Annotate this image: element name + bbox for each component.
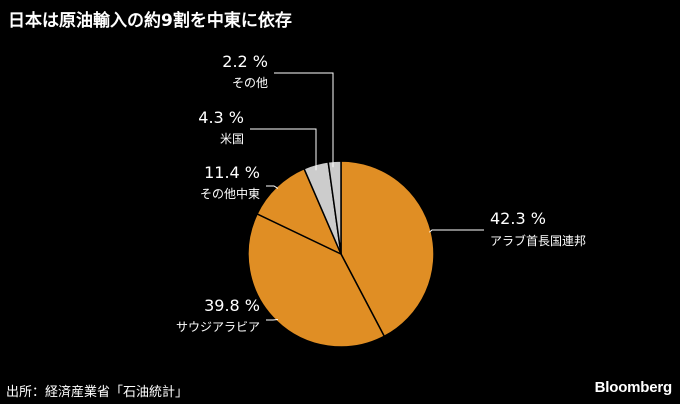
pie-slice [340, 160, 435, 338]
chart-title: 日本は原油輸入の約9割を中東に依存 [8, 11, 292, 31]
pie-slice [327, 160, 342, 255]
pie-slice [247, 212, 386, 348]
slice-value-label: 11.4 % [204, 163, 260, 182]
slice-name-label: アラブ首長国連邦 [490, 233, 586, 248]
leader-line [266, 185, 279, 189]
slice-name-label: その他中東 [200, 186, 260, 201]
slice-value-label: 2.2 % [222, 52, 268, 71]
slice-value-label: 4.3 % [198, 108, 244, 127]
slice-name-label: 米国 [220, 132, 244, 146]
slice-value-label: 39.8 % [204, 296, 260, 315]
slice-name-label: その他 [232, 76, 268, 90]
leader-line [250, 128, 317, 171]
leader-line [274, 72, 334, 168]
bloomberg-logo: Bloomberg [594, 379, 673, 396]
source-note: 出所：経済産業省「石油統計」 [6, 385, 189, 400]
slice-value-label: 42.3 % [490, 209, 546, 228]
leader-line [429, 229, 484, 233]
slice-name-label: サウジアラビア [176, 320, 260, 334]
